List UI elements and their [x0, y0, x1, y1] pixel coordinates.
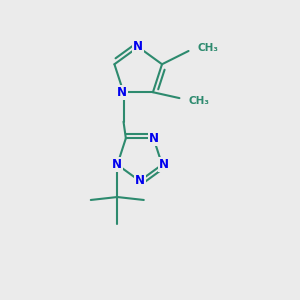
- Text: N: N: [117, 86, 127, 99]
- Text: N: N: [133, 40, 143, 53]
- Text: N: N: [112, 158, 122, 171]
- Text: N: N: [135, 174, 145, 188]
- Text: N: N: [148, 132, 158, 145]
- Text: CH₃: CH₃: [188, 96, 209, 106]
- Text: CH₃: CH₃: [197, 43, 218, 53]
- Text: N: N: [159, 158, 169, 171]
